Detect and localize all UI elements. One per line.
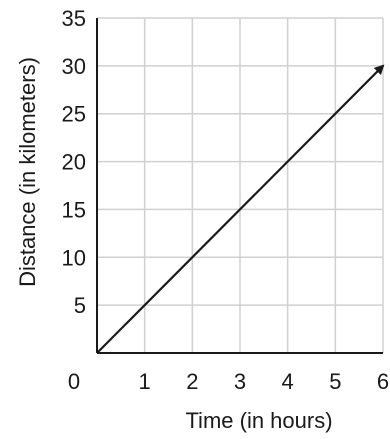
y-tick-label: 10 (62, 245, 86, 270)
y-tick-label: 25 (62, 102, 86, 127)
x-tick-label: 4 (282, 369, 294, 394)
grid (97, 17, 384, 353)
y-axis-title: Distance (in kilometers) (15, 57, 40, 287)
y-tick-label: 35 (62, 6, 86, 31)
axes (96, 18, 383, 354)
x-tick-label: 2 (186, 369, 198, 394)
origin-label: 0 (68, 369, 80, 394)
x-tick-label: 5 (329, 369, 341, 394)
x-tick-label: 6 (377, 369, 389, 394)
y-tick-label: 5 (74, 293, 86, 318)
series-layer (96, 64, 385, 354)
y-tick-label: 20 (62, 150, 86, 175)
tick-labels: 1 2 3 4 5 6 5 10 15 20 25 30 35 0 (62, 6, 390, 394)
series-line (96, 64, 385, 354)
y-tick-label: 30 (62, 54, 86, 79)
x-axis-title: Time (in hours) (185, 408, 332, 433)
x-tick-label: 1 (139, 369, 151, 394)
x-tick-label: 3 (234, 369, 246, 394)
y-tick-label: 15 (62, 197, 86, 222)
